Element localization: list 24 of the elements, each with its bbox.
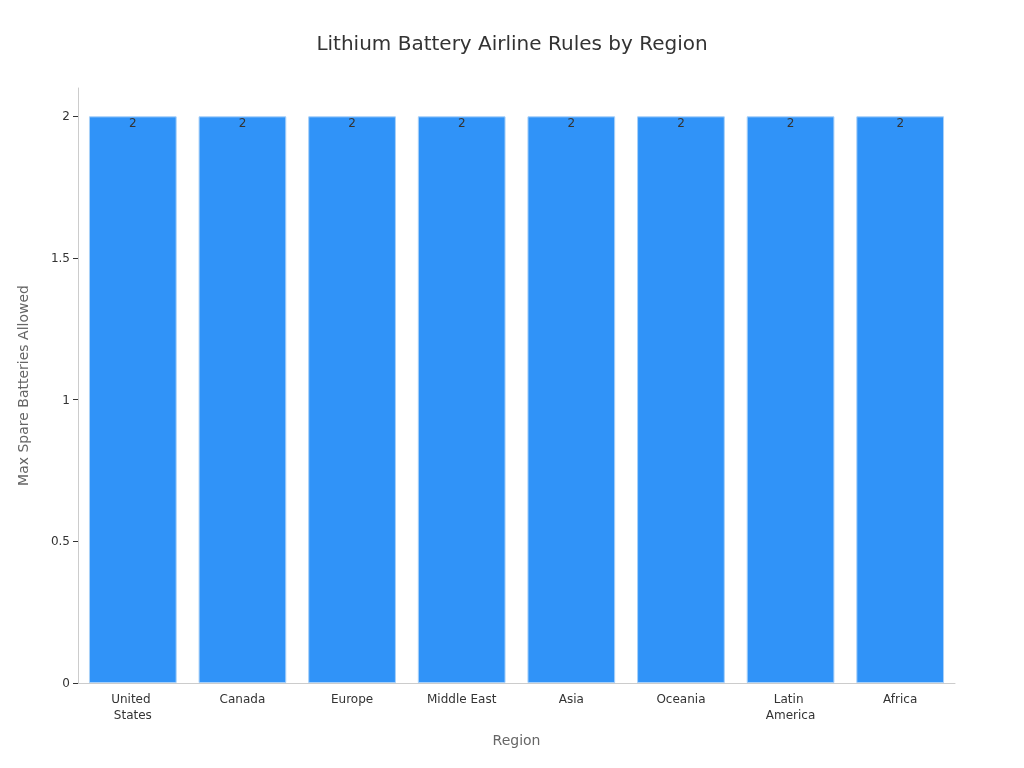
x-tick-label: Middle East [427, 692, 497, 706]
data-label: 2 [677, 116, 685, 131]
x-tick-label: Latin America [765, 692, 816, 722]
y-axis-title: Max Spare Batteries Allowed [15, 285, 31, 486]
y-tick-label: 0.5 [50, 534, 70, 549]
x-tick-label: United States [111, 692, 155, 722]
data-label: 2 [128, 116, 137, 131]
x-tick-label: Asia [558, 692, 584, 706]
y-tick-label: 1.5 [50, 251, 70, 265]
x-tick-label: Europe [330, 692, 374, 706]
y-tick-label: 2 [62, 109, 70, 124]
data-label: 2 [896, 116, 905, 131]
data-label: 2 [786, 116, 795, 131]
data-label: 2 [567, 116, 576, 131]
y-tick-label: 0 [62, 676, 70, 690]
data-label: 2 [348, 116, 356, 131]
y-tick-label: 1 [62, 392, 70, 407]
data-label: 2 [238, 116, 247, 131]
x-axis-title: Region [492, 732, 541, 748]
x-tick-label: Canada [219, 692, 266, 706]
data-label: 2 [457, 116, 466, 131]
x-tick-label: Oceania [656, 692, 706, 706]
chart-title: Lithium Battery Airline Rules by Region [316, 31, 708, 55]
x-tick-label: Africa [883, 692, 918, 706]
